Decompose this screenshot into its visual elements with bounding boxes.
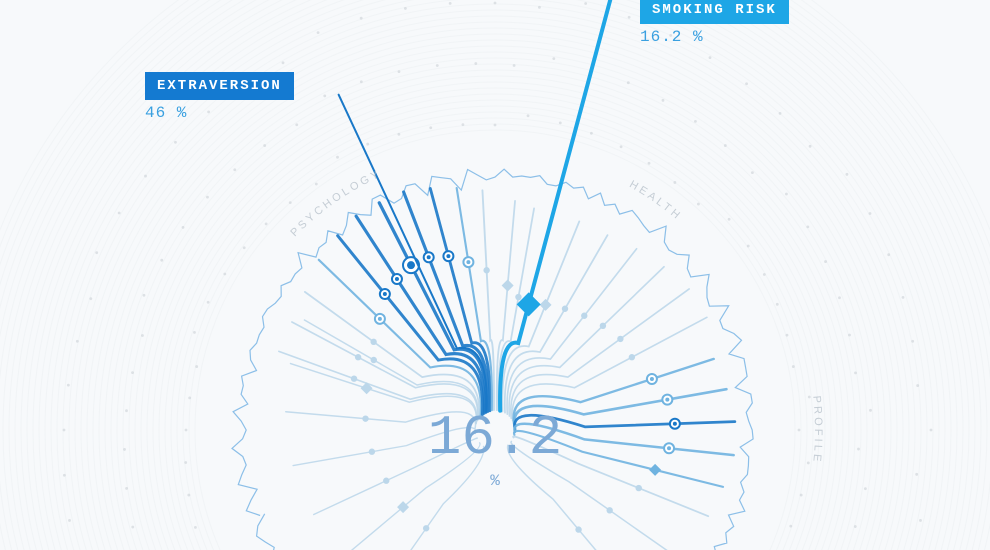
callout-extraversion-tag[interactable]: EXTRAVERSION — [145, 72, 294, 100]
callout-smoking-risk-tag[interactable]: SMOKING RISK — [640, 0, 789, 24]
radial-infographic: PSYCHOLOGYHEALTHPROFILE EXTRAVERSION 46 … — [0, 0, 990, 550]
